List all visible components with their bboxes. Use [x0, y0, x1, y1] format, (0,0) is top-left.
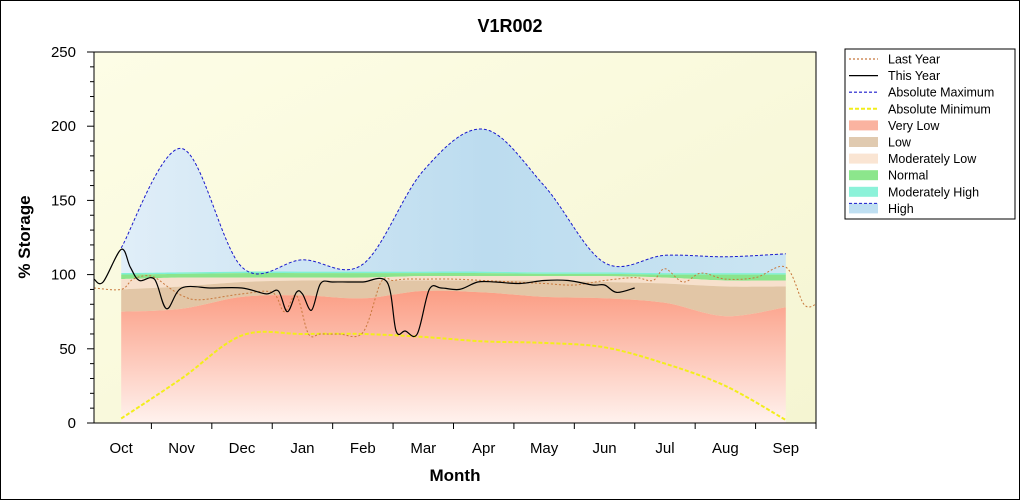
last-year-line [94, 265, 816, 338]
legend-label: Very Low [888, 119, 940, 133]
y-tick-label: 50 [59, 341, 76, 358]
x-tick-label: Apr [472, 440, 495, 457]
band-moderately-high [121, 271, 786, 275]
legend-label: Absolute Maximum [888, 86, 994, 100]
storage-bands [121, 129, 786, 423]
y-axis: 0 50 100 150 200 250 [51, 44, 94, 432]
y-tick-label: 250 [51, 44, 76, 61]
legend-swatch-very-low [849, 120, 878, 131]
legend-label: Moderately High [888, 185, 979, 199]
x-tick-label: Sep [772, 440, 799, 457]
y-tick-label: 150 [51, 192, 76, 209]
legend-label: Normal [888, 169, 928, 183]
x-tick-label: Nov [168, 440, 195, 457]
legend-label: High [888, 202, 914, 216]
this-year-line [94, 248, 635, 338]
legend-swatch-moderately-high [849, 186, 878, 197]
band-high [121, 129, 786, 274]
band-normal [121, 273, 786, 281]
x-tick-label: Jan [290, 440, 314, 457]
chart-title: V1R002 [477, 16, 542, 36]
legend-label: Low [888, 136, 912, 150]
legend-label: Moderately Low [888, 152, 977, 166]
plot-border [93, 51, 817, 424]
storage-lines [94, 128, 816, 421]
x-tick-label: Jun [592, 440, 616, 457]
x-axis: Oct Nov Dec Jan Feb Mar Apr May Jun Jul Aug Sep [110, 423, 817, 457]
legend-label: Last Year [888, 53, 940, 67]
x-tick-label: May [530, 440, 559, 457]
legend-swatch-high [849, 203, 878, 214]
y-tick-label: 200 [51, 118, 76, 135]
band-moderately-low [121, 275, 786, 290]
legend-swatch-moderately-low [849, 153, 878, 164]
x-tick-label: Dec [229, 440, 256, 457]
legend-swatch-low [849, 137, 878, 147]
x-tick-label: Mar [410, 440, 436, 457]
y-tick-label: 0 [68, 415, 76, 432]
absolute-maximum-line [120, 128, 786, 275]
band-low [121, 280, 786, 317]
band-very-low [121, 290, 786, 423]
x-tick-label: Jul [655, 440, 674, 457]
x-axis-title: Month [430, 466, 481, 485]
x-tick-label: Aug [712, 440, 739, 457]
legend-label: This Year [888, 69, 940, 83]
y-axis-title: % Storage [15, 195, 34, 278]
x-tick-label: Feb [350, 440, 376, 457]
x-tick-label: Oct [110, 440, 134, 457]
y-tick-label: 100 [51, 267, 76, 284]
legend-swatch-normal [849, 170, 878, 181]
legend: Last Year This Year Absolute Maximum Absolu… [844, 48, 1016, 220]
legend-label: Absolute Minimum [888, 102, 991, 116]
